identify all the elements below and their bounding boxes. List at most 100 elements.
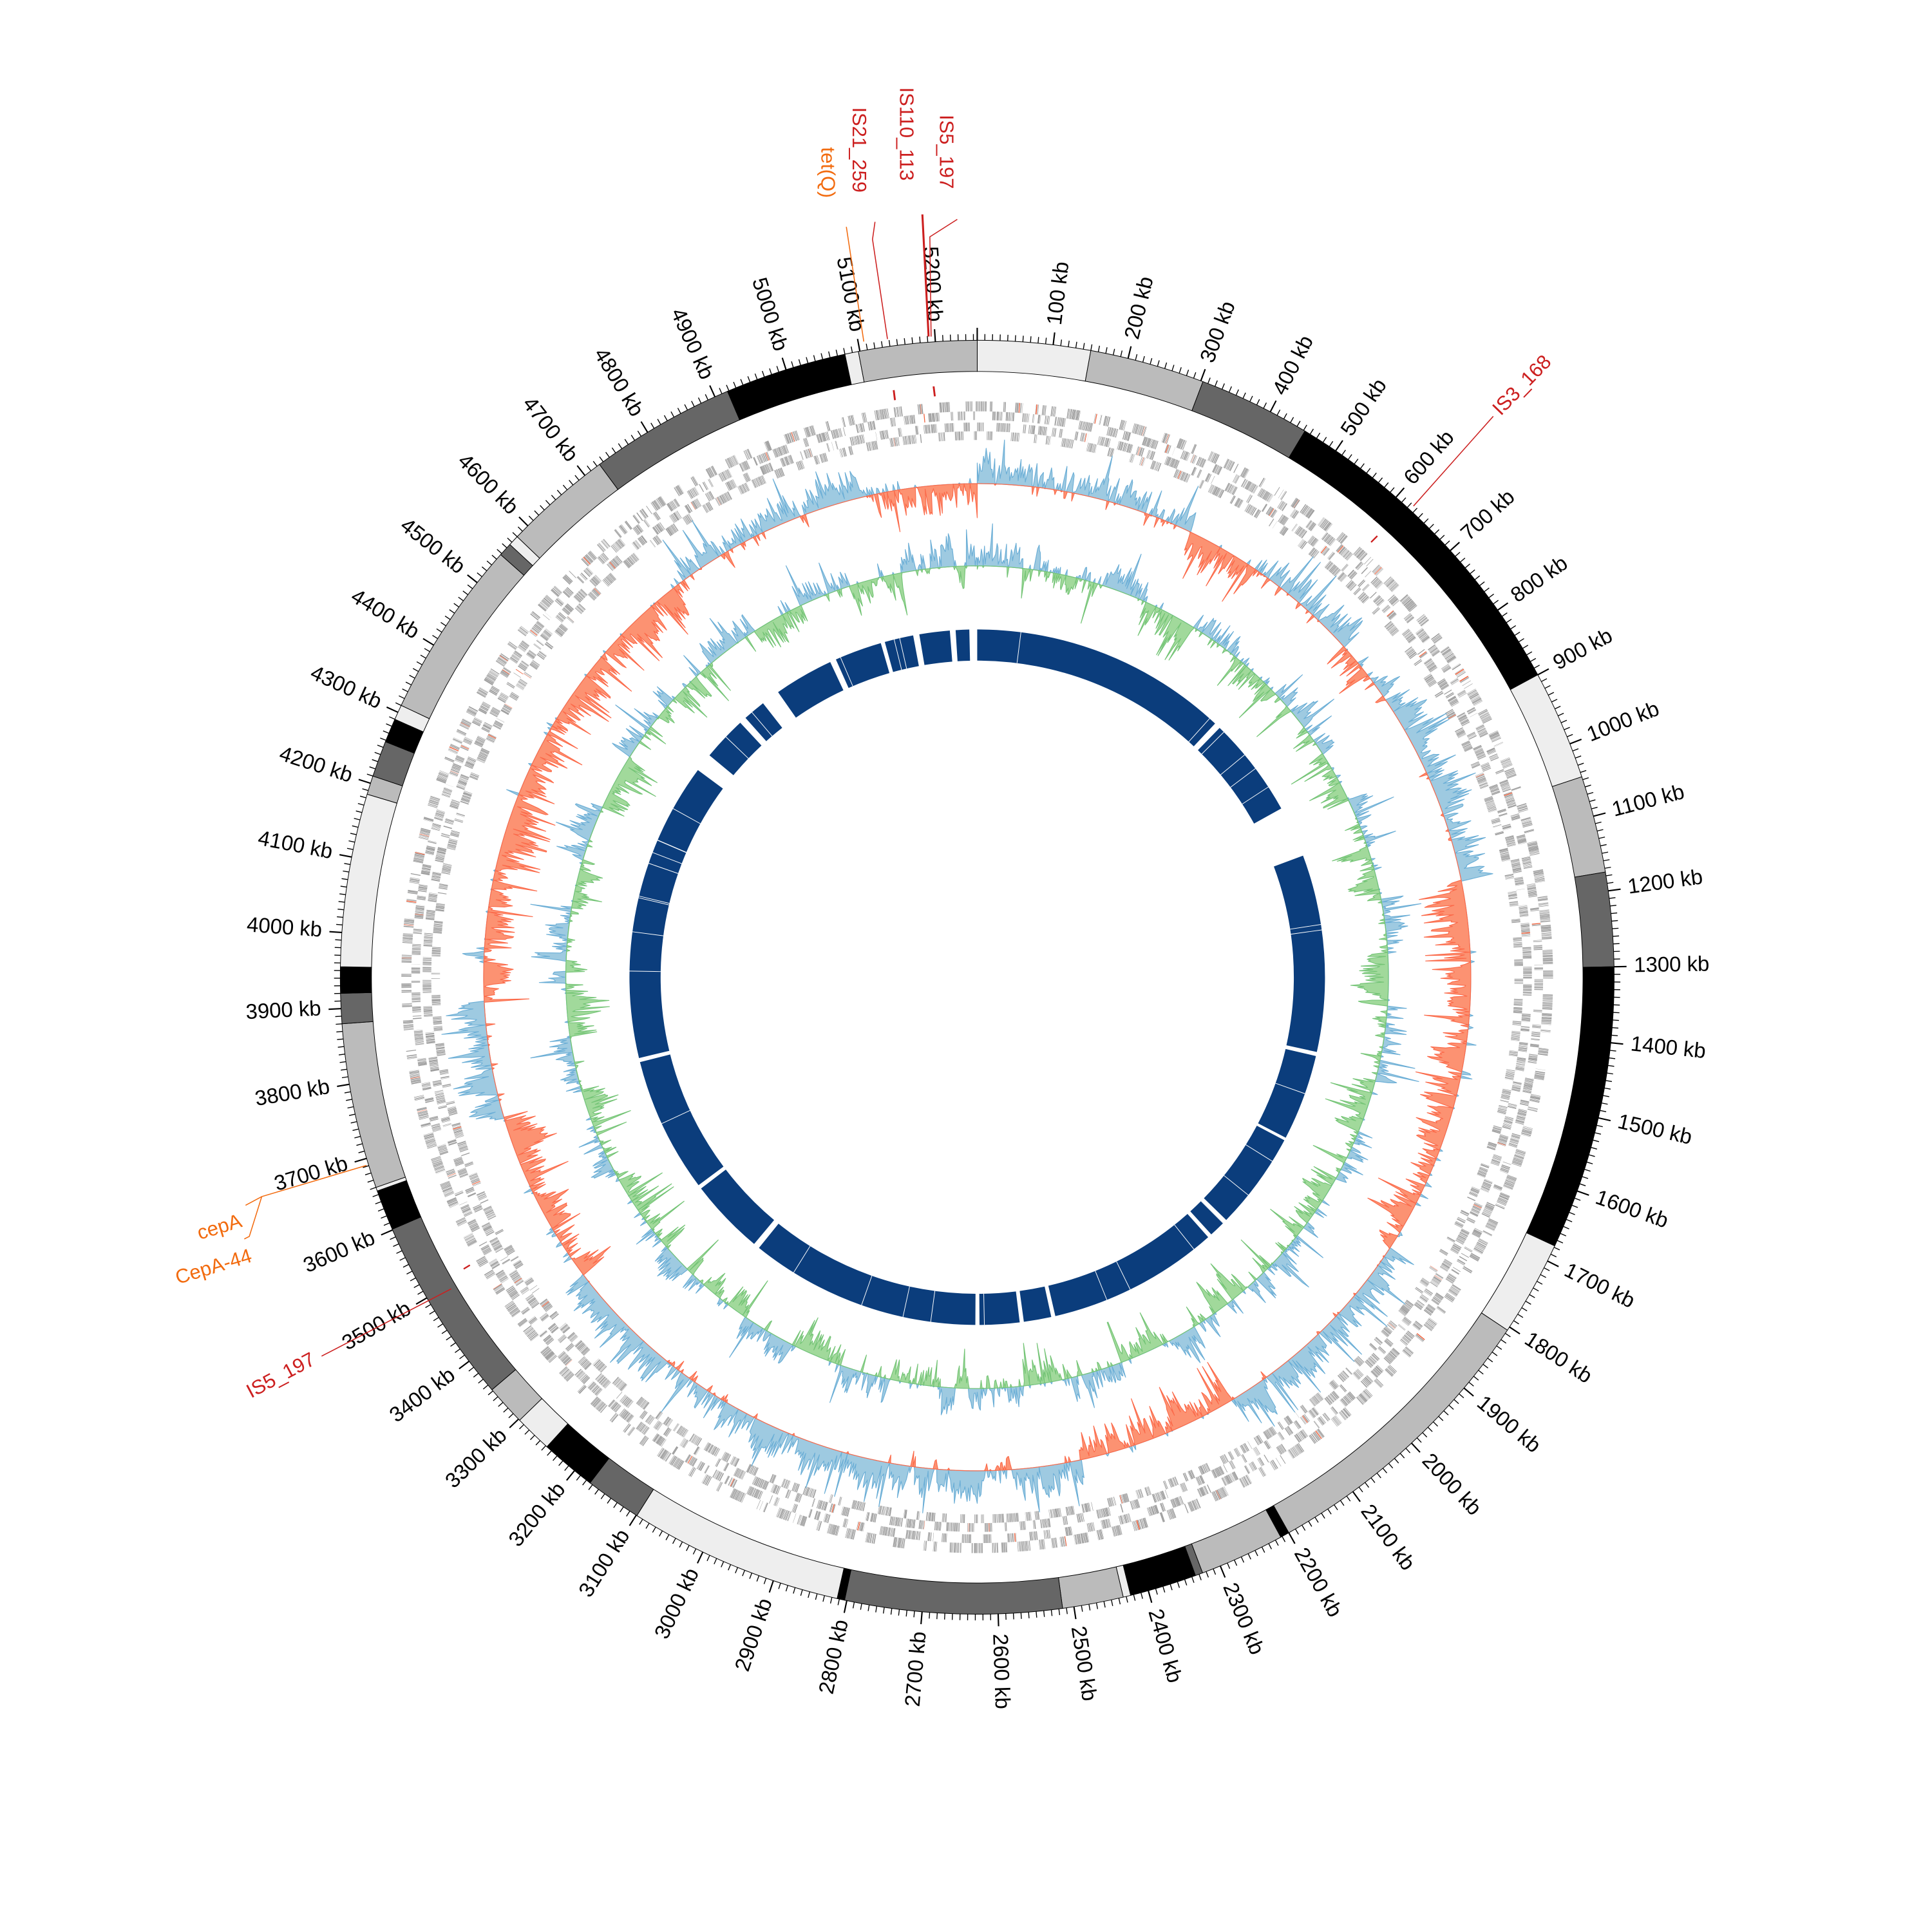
annotation-leader-is21-259 xyxy=(872,222,888,339)
inner-block xyxy=(1274,855,1325,1052)
contig-segment xyxy=(976,339,1092,382)
tick-label: 1900 kb xyxy=(1473,1390,1546,1457)
tick-label: 900 kb xyxy=(1549,623,1616,674)
inner-block-ring xyxy=(629,629,1325,1325)
tick-label: 3500 kb xyxy=(337,1296,415,1355)
inner-block xyxy=(1019,1286,1052,1322)
tick-marks xyxy=(328,328,1627,1627)
tick-label: 600 kb xyxy=(1399,425,1459,489)
tick-label: 1800 kb xyxy=(1520,1327,1596,1388)
contig-segment xyxy=(1481,1232,1555,1331)
annotation-label-is5-197-left: IS5_197 xyxy=(243,1348,319,1403)
inner-block xyxy=(778,662,844,718)
is-marker xyxy=(893,390,896,401)
inner-block xyxy=(1048,1213,1209,1316)
major-ticks xyxy=(328,328,1627,1627)
tick-label: 5200 kb xyxy=(919,245,948,322)
contig-segment xyxy=(339,966,372,994)
inner-block xyxy=(701,1170,775,1244)
annotation-leader-is110-113 xyxy=(921,214,930,337)
tick-label: 4200 kb xyxy=(277,741,356,787)
tick-label: 2500 kb xyxy=(1067,1624,1102,1702)
tick-label: 1600 kb xyxy=(1593,1185,1672,1233)
tick-label: 2900 kb xyxy=(730,1595,777,1674)
contig-segment xyxy=(1058,1566,1124,1609)
tick-label: 200 kb xyxy=(1119,274,1157,341)
contig-segment xyxy=(340,793,398,968)
inner-block xyxy=(955,629,971,661)
contig-segment xyxy=(726,354,852,421)
tick-label: 1400 kb xyxy=(1629,1031,1707,1063)
inner-block xyxy=(745,703,782,741)
tick-label: 3800 kb xyxy=(253,1074,332,1110)
tick-label: 4400 kb xyxy=(347,583,424,643)
inner-block xyxy=(629,770,723,1058)
contig-segment xyxy=(341,1021,406,1188)
tick-label: 100 kb xyxy=(1042,260,1074,326)
gc-skew-negative xyxy=(483,483,1472,1472)
contig-segment xyxy=(1084,350,1204,412)
inner-block xyxy=(835,643,890,688)
tick-label: 3100 kb xyxy=(574,1525,634,1602)
tick-label: 800 kb xyxy=(1506,551,1572,607)
tick-label: 4900 kb xyxy=(667,304,719,383)
annotation-leader-cepa-44 xyxy=(244,1196,263,1240)
annotation-layer: IS5_197 IS110_113 IS21_259 tet(Q) IS3_16… xyxy=(173,87,1556,1402)
tick-label: 2200 kb xyxy=(1290,1544,1348,1621)
contig-ring xyxy=(339,339,1615,1615)
tick-label: 2100 kb xyxy=(1356,1500,1420,1575)
tick-label: 2800 kb xyxy=(814,1617,853,1696)
tick-label: 2700 kb xyxy=(900,1631,931,1708)
contig-segment xyxy=(1551,776,1606,878)
inner-block-separators xyxy=(629,632,1322,1325)
annotation-leader-tetq xyxy=(846,227,865,342)
tick-label: 700 kb xyxy=(1456,484,1519,545)
tick-label: 3300 kb xyxy=(440,1423,511,1493)
tick-label: 1000 kb xyxy=(1584,696,1662,746)
is-marker xyxy=(1370,535,1378,543)
inner-block xyxy=(639,1054,724,1186)
gc-content-negative xyxy=(565,565,1389,1389)
annotation-leader-is3-168 xyxy=(1413,415,1494,507)
contig-segment xyxy=(1574,871,1615,968)
tick-label: 3200 kb xyxy=(504,1477,570,1551)
inner-block xyxy=(1204,1125,1285,1220)
inner-block xyxy=(1258,1048,1316,1138)
is-marker xyxy=(933,386,936,397)
annotation-label-is5-197: IS5_197 xyxy=(935,115,958,189)
inner-block xyxy=(979,1291,1020,1325)
gc-content-positive xyxy=(530,523,1422,1416)
tick-label: 1100 kb xyxy=(1609,779,1687,821)
tick-label: 2000 kb xyxy=(1417,1448,1486,1520)
tick-label: 4500 kb xyxy=(396,513,470,578)
tick-label: 3700 kb xyxy=(271,1151,350,1195)
inner-block xyxy=(759,1224,976,1325)
tick-label: 3600 kb xyxy=(299,1226,378,1277)
tick-label: 4000 kb xyxy=(246,912,323,941)
contig-segment xyxy=(1510,674,1582,788)
annotation-label-cepa-44: CepA-44 xyxy=(173,1244,254,1289)
annotation-label-cepa: cepA xyxy=(194,1209,245,1244)
annotation-leader-is5-197-left xyxy=(321,1288,452,1357)
tick-label: 3000 kb xyxy=(649,1564,703,1643)
contig-segment xyxy=(401,554,525,719)
inner-block xyxy=(977,629,1215,746)
tick-label: 1700 kb xyxy=(1561,1258,1639,1312)
inner-block xyxy=(1198,728,1282,824)
tick-label: 5000 kb xyxy=(748,274,793,354)
tick-label: 300 kb xyxy=(1195,298,1240,365)
tick-label: 3900 kb xyxy=(245,996,322,1023)
contig-segment xyxy=(858,339,978,383)
contig-segment xyxy=(844,1569,1063,1615)
gc-content-track xyxy=(530,523,1422,1416)
inner-block xyxy=(884,635,919,672)
tick-label: 1300 kb xyxy=(1634,951,1710,976)
annotation-leader-is5-197 xyxy=(929,218,958,337)
tick-label: 400 kb xyxy=(1267,331,1318,399)
annotation-label-tetq: tet(Q) xyxy=(817,147,839,198)
inner-block xyxy=(919,630,952,665)
gc-skew-positive xyxy=(441,439,1493,1513)
minor-ticks xyxy=(334,334,1621,1621)
